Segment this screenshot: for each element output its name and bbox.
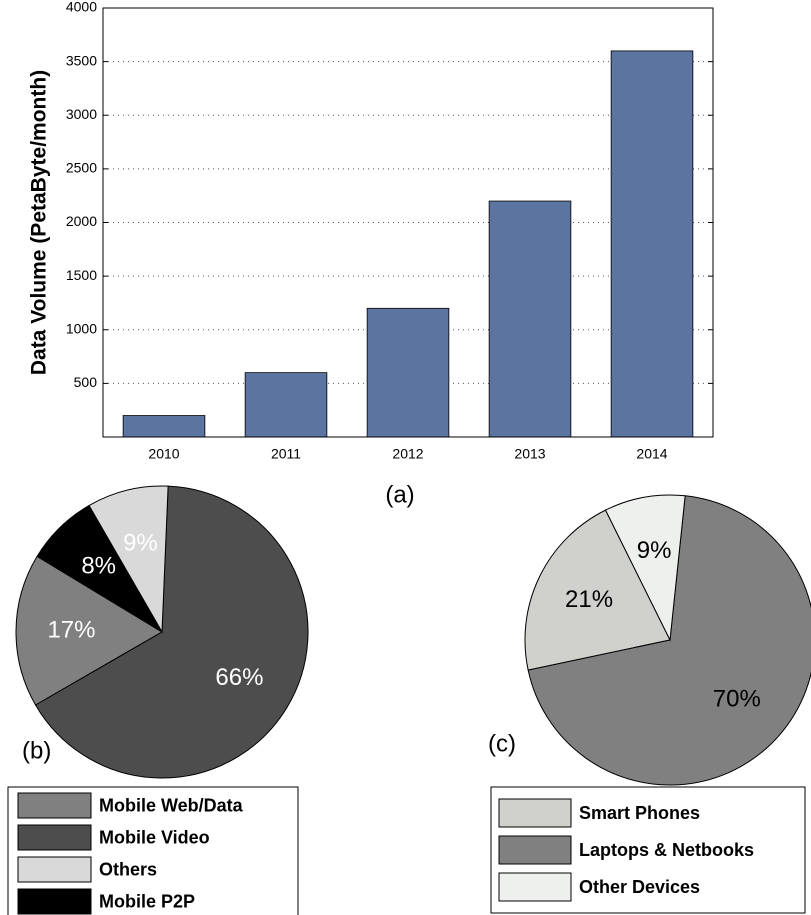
bar	[366, 307, 450, 438]
legend-label: Smart Phones	[579, 803, 700, 823]
pie-slice	[34, 485, 309, 779]
y-tick-label: 2000	[66, 213, 97, 229]
legend-label: Laptops & Netbooks	[579, 840, 754, 860]
x-tick-label: 2011	[271, 446, 301, 462]
slice-label: 66%	[215, 664, 263, 691]
legend-swatch	[17, 856, 92, 883]
y-axis-label: Data Volume (PetaByte/month)	[28, 70, 51, 375]
chart-title: (a)	[385, 481, 414, 508]
plot-frame	[102, 7, 714, 438]
legend-label: Mobile Web/Data	[99, 795, 244, 815]
chart-title: (b)	[22, 737, 51, 764]
pie-slice	[524, 509, 671, 671]
pie-slice	[604, 494, 686, 642]
legend-swatch	[17, 824, 92, 851]
y-tick-label: 3500	[66, 52, 97, 68]
bar	[122, 415, 206, 438]
legend-swatch	[17, 888, 92, 915]
slice-label: 21%	[565, 586, 613, 613]
legend-label: Other Devices	[579, 877, 700, 897]
bar	[244, 372, 328, 438]
slice-label: 70%	[713, 685, 761, 712]
legend-swatch	[498, 798, 572, 828]
pie-slice	[36, 504, 163, 633]
legend-swatch	[498, 872, 572, 902]
bar	[610, 50, 694, 438]
slice-label: 8%	[81, 553, 116, 580]
y-tick-label: 2500	[66, 160, 97, 176]
x-tick-label: 2010	[148, 446, 179, 462]
x-tick-label: 2012	[392, 446, 423, 462]
x-tick-label: 2014	[636, 446, 667, 462]
y-tick-label: 4000	[66, 0, 97, 15]
pie-slice	[15, 555, 163, 706]
bar	[488, 200, 572, 438]
legend-swatch	[17, 792, 92, 819]
legend-swatch	[498, 835, 572, 865]
y-tick-label: 3000	[66, 106, 97, 122]
legend-label: Mobile P2P	[99, 891, 195, 911]
pie-slice	[88, 485, 169, 634]
slice-label: 9%	[637, 537, 672, 564]
slice-label: 9%	[123, 529, 158, 556]
chart-title: (c)	[488, 730, 516, 757]
y-tick-label: 1000	[66, 320, 97, 336]
legend-label: Mobile Video	[99, 827, 210, 847]
legend-label: Others	[99, 859, 157, 879]
y-tick-label: 500	[74, 374, 98, 390]
x-tick-label: 2013	[514, 446, 545, 462]
y-tick-label: 1500	[66, 267, 97, 283]
pie-slice	[527, 495, 811, 786]
slice-label: 17%	[47, 616, 95, 643]
